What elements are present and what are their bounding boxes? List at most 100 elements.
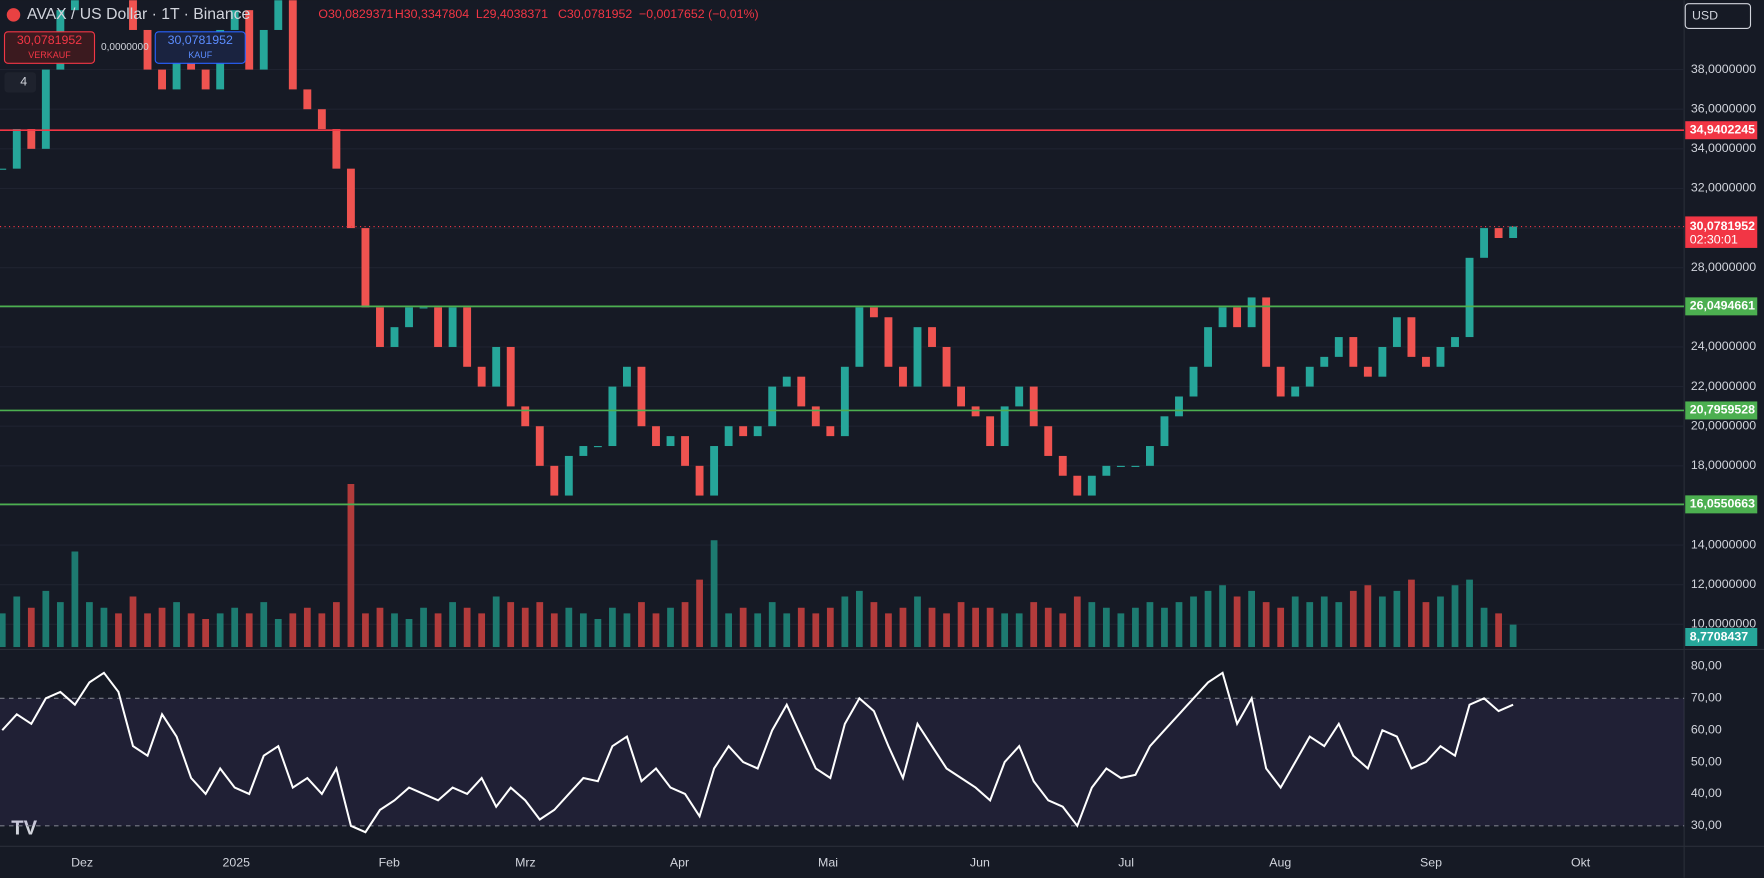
volume-bar [100, 607, 108, 648]
candle-body [158, 69, 166, 90]
candle-body [376, 307, 384, 347]
volume-bar [1161, 607, 1168, 648]
volume-bar [899, 607, 907, 648]
x-tick-label: 2025 [223, 855, 251, 869]
volume-bar [1175, 602, 1183, 648]
buy-label: KAUF [188, 50, 213, 60]
candle-body [1073, 475, 1082, 496]
candle-body [1131, 465, 1140, 467]
volume-bar [42, 590, 50, 648]
overlay: AVAX / US Dollar · 1T · Binance O30,0829… [3, 3, 1752, 840]
volume-bar [449, 602, 456, 648]
volume-bar [187, 613, 195, 648]
volume-bar [1248, 590, 1256, 648]
volume-bar [1059, 613, 1067, 648]
candle-body [463, 307, 472, 367]
candle-body [1262, 297, 1271, 367]
candle-body [245, 10, 254, 70]
sell-button[interactable] [3, 31, 96, 64]
candle-body [593, 446, 602, 448]
volume-bar [1117, 613, 1125, 648]
candle-body [855, 307, 864, 367]
volume-bar [710, 540, 718, 648]
volume-bar [797, 607, 805, 648]
level-label: 20,7959528 [1690, 403, 1755, 417]
volume-bar [943, 613, 950, 648]
ohlc-low: L29,4038371 [476, 7, 548, 21]
level-tag [1685, 297, 1758, 316]
candle-body [637, 366, 646, 427]
candle-body [1247, 297, 1256, 328]
candle-body [1204, 327, 1212, 367]
volume-bar [1408, 579, 1415, 648]
volume-bar [1001, 613, 1009, 648]
volume-bar [1233, 596, 1241, 648]
x-tick-label: Mai [818, 855, 838, 869]
volume-bar [245, 613, 253, 648]
indicator-toggle[interactable] [4, 72, 37, 93]
candle-body [259, 29, 268, 70]
candle-body [1145, 446, 1154, 466]
candle-body [928, 327, 936, 347]
volume-bar [550, 613, 558, 648]
volume-bar [623, 613, 631, 648]
y-tick-label: 24,0000000 [1691, 339, 1756, 353]
volume-bar [1466, 579, 1473, 648]
volume-bar [1364, 585, 1372, 648]
volume-bar [1262, 602, 1270, 648]
candle-body [1305, 366, 1314, 387]
candle-body [535, 426, 544, 466]
y-tick-label: 38,0000000 [1691, 62, 1756, 76]
rsi-tick-label: 80,00 [1691, 659, 1722, 673]
candle-body [1407, 317, 1416, 357]
ohlc-change: −0,0017652 (−0,01%) [639, 7, 759, 21]
volume-bar [1204, 590, 1212, 648]
rsi-tick-label: 30,00 [1691, 818, 1722, 832]
volume-bar [1495, 613, 1502, 648]
x-tick-label: Aug [1269, 855, 1291, 869]
candle-body [201, 69, 210, 90]
candle-body [1276, 366, 1285, 397]
volume-bar [144, 613, 151, 648]
candle-body [1334, 337, 1343, 357]
candle-body [1509, 226, 1518, 238]
level-tag [1685, 121, 1758, 140]
buy-button[interactable] [154, 31, 246, 64]
volume-bar [1044, 607, 1052, 648]
volume-bar [783, 613, 791, 648]
volume-bar [158, 607, 166, 648]
volume-bar [478, 613, 486, 648]
candle-body [1044, 426, 1053, 456]
volume-bar [1291, 596, 1299, 648]
symbol[interactable]: AVAX / US Dollar · 1T · Binance [27, 6, 250, 23]
candle-body [608, 386, 617, 447]
indicator-count: 4 [20, 75, 27, 89]
volume-bar [1190, 596, 1197, 648]
x-tick-label: Sep [1420, 855, 1442, 869]
currency-select[interactable] [1684, 3, 1752, 29]
candle-body [1015, 386, 1024, 407]
volume-bar [420, 607, 427, 648]
volume-bar [1509, 624, 1517, 648]
volume-bar [1480, 607, 1488, 648]
volume-bar [1349, 590, 1357, 648]
x-tick-label: Mrz [515, 855, 536, 869]
volume-bar [1451, 585, 1459, 648]
volume-bar [986, 607, 994, 648]
volume-bar [376, 607, 384, 648]
volume-bar [115, 613, 122, 648]
volume-bar [914, 596, 921, 648]
volume-bar [1422, 602, 1430, 648]
candle-body [41, 69, 50, 149]
sell-label: VERKAUF [28, 50, 71, 60]
candle-body [957, 386, 966, 407]
candle-body [942, 346, 951, 387]
volume-label: 8,7708437 [1690, 629, 1749, 643]
volume-bar [826, 607, 834, 648]
volume-bar [536, 602, 544, 648]
candle-body [1378, 346, 1387, 377]
candle-body [753, 426, 762, 437]
candle-body [477, 366, 486, 387]
volume-bar [1393, 590, 1401, 648]
volume-bar [129, 596, 137, 648]
